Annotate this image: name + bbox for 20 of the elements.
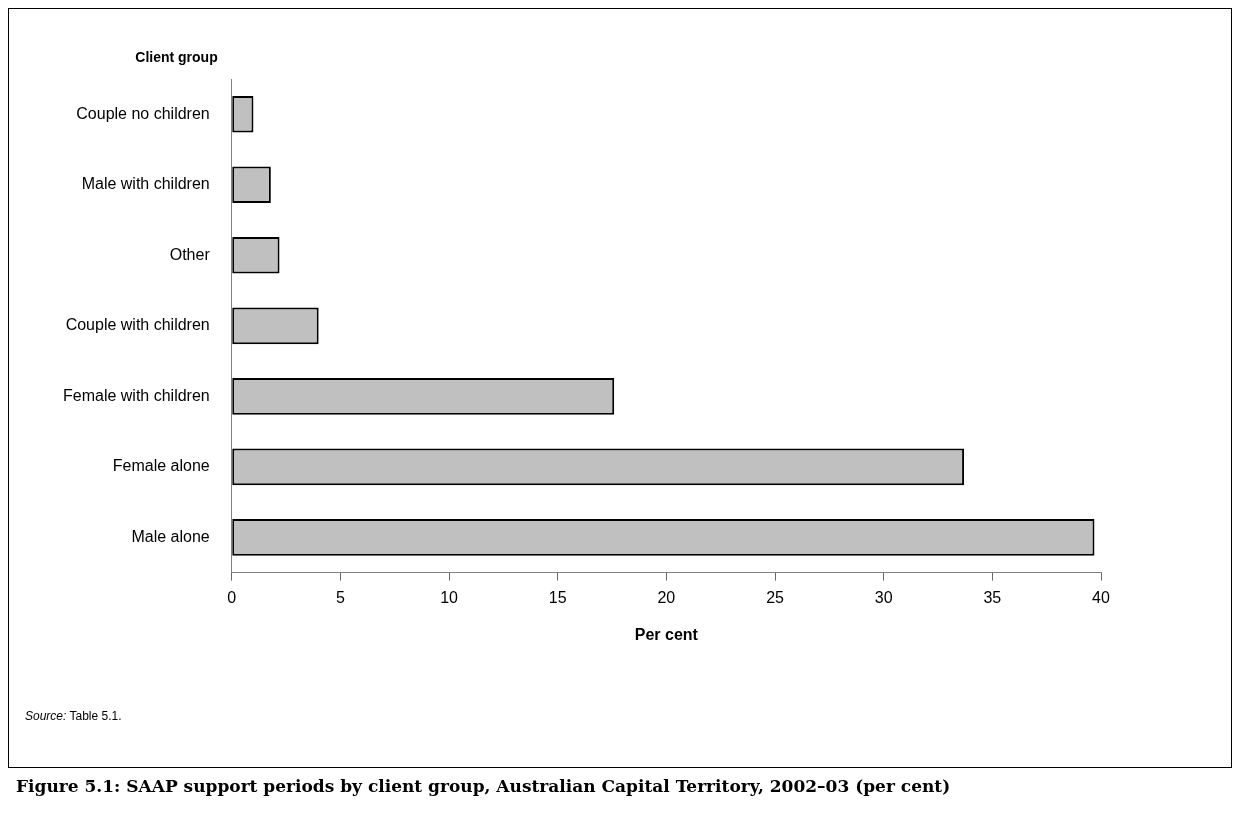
y-tick-label: Female with children (62, 386, 210, 404)
x-tick-label: 15 (548, 588, 567, 606)
x-tick-label: 40 (1092, 588, 1110, 606)
x-tick-label: 5 (335, 588, 345, 606)
y-tick-label: Male alone (131, 527, 210, 545)
y-tick-label: Male with children (81, 175, 210, 193)
x-tick-label: 35 (983, 588, 1002, 606)
y-tick-label: Couple no children (76, 104, 210, 122)
x-tick-label: 30 (874, 588, 893, 606)
y-tick-label: Female alone (112, 457, 210, 475)
text: Figure 5.1: SAAP support periods by client group, Australian Capital Territory, 2002–03 (per cent) (16, 776, 951, 796)
x-tick-label: 20 (657, 588, 676, 606)
source-note: Source: Table 5.1. (25, 709, 122, 723)
x-tick-label: 0 (227, 588, 237, 606)
x-axis-title: Per cent (634, 625, 699, 643)
y-axis-title: Client group (135, 48, 218, 65)
x-tick-label: 25 (766, 588, 785, 606)
y-tick-label: Couple with children (65, 316, 210, 334)
y-tick-label: Other (169, 245, 211, 263)
x-tick-label: 10 (440, 588, 459, 606)
